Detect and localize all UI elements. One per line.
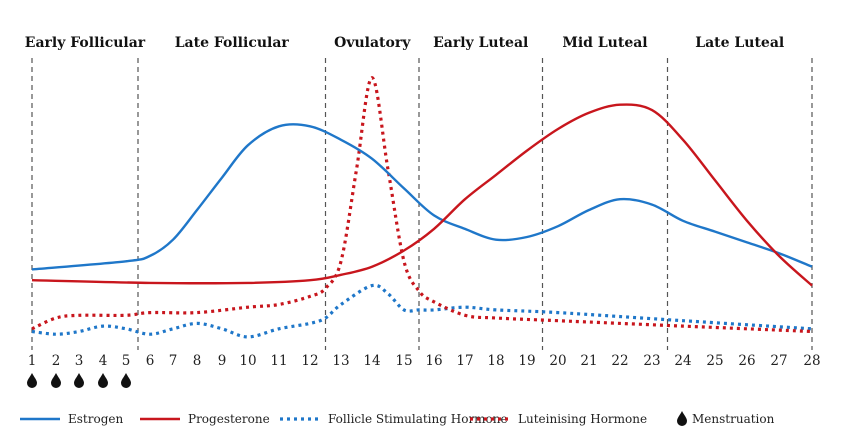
phase-label: Ovulatory <box>334 35 411 51</box>
x-tick-label: 25 <box>706 353 723 369</box>
series-line-progesterone <box>31 103 813 287</box>
x-tick-label: 9 <box>218 353 227 369</box>
x-tick-label: 2 <box>52 353 61 369</box>
x-tick-label: 15 <box>395 353 412 369</box>
x-tick-label: 19 <box>518 353 535 369</box>
drop-icon <box>51 373 61 388</box>
drop-icon <box>27 373 37 388</box>
x-tick-label: 22 <box>611 353 628 369</box>
x-tick-label: 20 <box>549 353 566 369</box>
x-tick-label: 27 <box>770 353 787 369</box>
x-tick-label: 17 <box>456 353 473 369</box>
phase-label: Late Luteal <box>695 35 784 51</box>
series-line-follicle-stimulating-hormone <box>31 283 813 339</box>
legend-label: Menstruation <box>692 412 775 426</box>
x-tick-label: 10 <box>239 353 256 369</box>
x-tick-label: 26 <box>738 353 755 369</box>
drop-icon <box>74 373 84 388</box>
legend-label: Luteinising Hormone <box>518 412 647 426</box>
legend-label: Estrogen <box>68 412 123 426</box>
drop-icon <box>677 411 687 426</box>
series-line-estrogen <box>31 123 813 271</box>
x-tick-label: 5 <box>122 353 131 369</box>
x-tick-label: 1 <box>28 353 37 369</box>
x-tick-label: 3 <box>75 353 84 369</box>
legend-label: Follicle Stimulating Hormone <box>328 412 508 426</box>
x-tick-label: 18 <box>487 353 504 369</box>
x-tick-label: 11 <box>270 353 287 369</box>
x-tick-label: 14 <box>363 353 380 369</box>
x-tick-label: 8 <box>193 353 202 369</box>
x-tick-label: 24 <box>674 353 691 369</box>
x-tick-label: 12 <box>301 353 318 369</box>
x-tick-label: 16 <box>425 353 442 369</box>
phase-label: Early Luteal <box>433 35 528 51</box>
x-tick-label: 28 <box>803 353 820 369</box>
x-tick-label: 6 <box>146 353 155 369</box>
drop-icon <box>121 373 131 388</box>
x-tick-label: 21 <box>580 353 597 369</box>
x-tick-label: 13 <box>332 353 349 369</box>
drop-icon <box>98 373 108 388</box>
phase-label: Late Follicular <box>175 35 290 51</box>
phase-label: Early Follicular <box>25 35 146 51</box>
x-tick-label: 4 <box>99 353 108 369</box>
legend-label: Progesterone <box>188 412 270 426</box>
x-tick-label: 7 <box>169 353 178 369</box>
x-tick-label: 23 <box>643 353 660 369</box>
phase-label: Mid Luteal <box>562 35 647 51</box>
